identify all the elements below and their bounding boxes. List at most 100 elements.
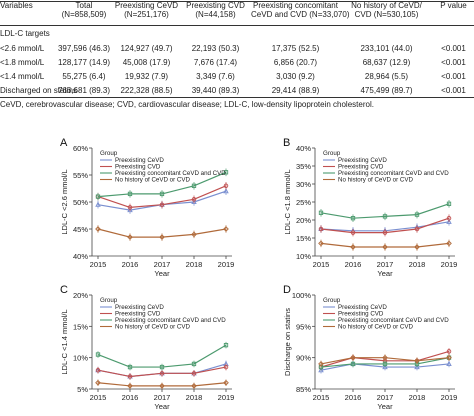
legend-title: Group — [100, 150, 118, 157]
chart-svg: A 40% 45% 50% 55% 60% 2015 2016 2017 2018 2019 Year… — [60, 137, 234, 278]
data-point — [159, 383, 165, 389]
table-cell: 19,932 (7.9) — [124, 72, 169, 81]
data-point — [191, 183, 197, 188]
x-tick-label: 2015 — [313, 260, 330, 269]
table-rule — [0, 97, 474, 98]
legend-entry: No history of CeVD or CVD — [338, 177, 413, 184]
table-cell: <0.001 — [441, 72, 466, 81]
data-point — [414, 357, 420, 364]
data-point — [223, 188, 229, 194]
y-tick-label: 20% — [296, 216, 311, 225]
data-point — [159, 371, 165, 376]
table-cell: 22,193 (50.3) — [191, 44, 240, 53]
legend-entry: Preexisting CVD — [115, 164, 161, 171]
data-point — [414, 226, 420, 232]
table-cell: 7,676 (17.4) — [193, 58, 238, 67]
table-cell: 475,499 (89.7) — [360, 86, 413, 95]
legend-entry: No history of CeVD or CVD — [338, 324, 413, 331]
x-tick-label: 2019 — [218, 393, 235, 402]
data-point — [446, 218, 452, 224]
y-axis-label: LDL-C <1.4 mmol/L — [60, 309, 69, 374]
table-header-cell: Preexisting concomitant CeVD and CVD (N=3… — [251, 1, 350, 19]
legend-entry: Preexisting CeVD — [115, 157, 164, 164]
x-tick-label: 2015 — [90, 393, 107, 402]
data-point — [350, 216, 356, 221]
legend-entry: Preexisting CVD — [338, 164, 384, 171]
table-cell: 6,856 (20.7) — [273, 58, 318, 67]
y-tick-label: 20% — [73, 291, 88, 300]
data-point — [191, 361, 197, 367]
data-point — [127, 234, 133, 240]
panel-letter: B — [283, 137, 290, 149]
x-tick-label: 2015 — [313, 393, 330, 402]
legend-title: Group — [100, 297, 118, 304]
data-point — [127, 206, 133, 213]
x-axis-label: Year — [377, 402, 393, 411]
data-point — [318, 367, 324, 373]
x-tick-label: 2019 — [441, 260, 458, 269]
data-point — [382, 244, 388, 250]
panel-letter: A — [60, 137, 68, 149]
y-tick-label: 50% — [73, 198, 88, 207]
data-point — [446, 354, 452, 361]
table-rule — [0, 25, 474, 26]
y-tick-label: 5% — [77, 385, 88, 394]
panel-letter: C — [60, 284, 68, 296]
x-tick-label: 2017 — [154, 260, 171, 269]
x-tick-label: 2016 — [122, 393, 139, 402]
table-row: <1.4 mmol/L 55,275 (6.4) 19,932 (7.9) 3,349… — [0, 72, 474, 88]
y-axis-label: LDL-C <2.6 mmol/L — [60, 169, 69, 234]
y-tick-label: 45% — [73, 225, 88, 234]
y-axis-label: Discharge on statins — [283, 308, 292, 376]
x-tick-label: 2018 — [409, 393, 426, 402]
legend-entry: Preexisting concomitant CeVD and CVD — [115, 170, 226, 177]
table-cell: 29,414 (88.9) — [271, 86, 320, 95]
x-tick-label: 2017 — [154, 393, 171, 402]
table-cell: 128,177 (14.9) — [57, 58, 111, 67]
x-tick-label: 2018 — [409, 260, 426, 269]
data-point — [95, 352, 101, 357]
table-row: <1.8 mmol/L 128,177 (14.9) 45,008 (17.9) 7,… — [0, 58, 474, 74]
data-point — [95, 201, 101, 207]
legend-entry: No history of CeVD or CVD — [115, 177, 190, 184]
x-axis-label: Year — [154, 402, 170, 411]
data-point — [223, 170, 229, 175]
data-point — [414, 363, 420, 370]
data-point — [159, 191, 165, 197]
row-label: Discharged on statins — [0, 86, 77, 95]
x-tick-label: 2018 — [186, 260, 203, 269]
row-label: LDL-C targets — [0, 29, 50, 38]
table-cell: 3,030 (9.2) — [276, 72, 315, 81]
data-point — [159, 202, 165, 207]
data-point — [414, 244, 420, 250]
data-point — [318, 210, 324, 215]
data-point — [446, 360, 452, 366]
data-point — [382, 361, 388, 367]
data-point — [382, 230, 388, 235]
table-cell: <0.001 — [441, 44, 466, 53]
table-header-row: Variables Total (N=858,509) Preexisting CeV… — [0, 1, 474, 24]
data-point — [191, 383, 197, 389]
legend-entry: No history of CeVD or CVD — [115, 324, 190, 331]
data-point — [382, 214, 388, 219]
data-point — [191, 198, 197, 205]
data-point — [127, 364, 133, 370]
y-tick-label: 40% — [296, 144, 311, 153]
table-header-cell: Preexisting CeVD (N=251,176) — [114, 1, 179, 19]
data-point — [223, 183, 229, 189]
row-label: <1.8 mmol/L — [0, 58, 45, 67]
chart-svg: B 10% 15% 20% 25% 30% 35% 40% 2015 2016 2017 2018 20… — [283, 137, 458, 278]
x-tick-label: 2015 — [90, 260, 107, 269]
data-point — [223, 379, 229, 386]
y-axis-label: LDL-C <1.8 mmol/L — [283, 169, 292, 234]
data-point — [350, 244, 356, 250]
legend-entry: Preexisting CVD — [338, 311, 384, 318]
panel-b-chart: B 10% 15% 20% 25% 30% 35% 40% 2015 2016 2017 2018 20… — [281, 134, 459, 278]
x-tick-label: 2019 — [441, 393, 458, 402]
data-point — [446, 349, 452, 354]
table-cell: 397,596 (46.3) — [57, 44, 111, 53]
data-point — [95, 194, 101, 199]
data-point — [318, 226, 324, 232]
data-point — [127, 374, 133, 379]
panel-a-chart: A 40% 45% 50% 55% 60% 2015 2016 2017 2018 2019 Year… — [58, 134, 236, 278]
